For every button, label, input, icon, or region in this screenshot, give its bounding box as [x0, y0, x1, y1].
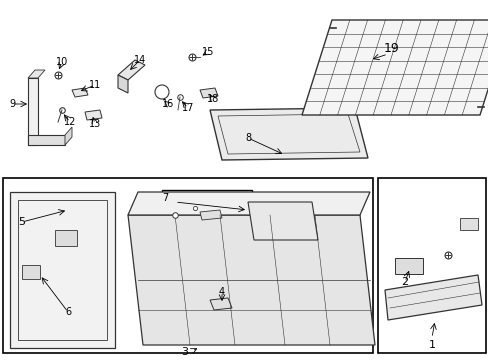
- Polygon shape: [302, 20, 488, 115]
- Text: 16: 16: [162, 99, 174, 109]
- Polygon shape: [72, 88, 88, 97]
- Text: 2: 2: [401, 277, 408, 287]
- Text: 18: 18: [206, 94, 219, 104]
- Text: 11: 11: [89, 80, 101, 90]
- Text: 15: 15: [202, 47, 214, 57]
- Polygon shape: [118, 75, 128, 93]
- Text: 8: 8: [244, 133, 250, 143]
- Polygon shape: [128, 215, 374, 345]
- Polygon shape: [28, 78, 38, 145]
- Bar: [394, 258, 422, 274]
- Text: 13: 13: [89, 119, 101, 129]
- Text: 5: 5: [19, 217, 25, 227]
- Text: 17: 17: [182, 103, 194, 113]
- Text: 6: 6: [65, 307, 71, 317]
- Bar: [162, 190, 251, 290]
- Polygon shape: [85, 110, 102, 120]
- Polygon shape: [200, 210, 222, 220]
- Bar: [55, 230, 77, 246]
- Text: 4: 4: [219, 287, 224, 297]
- Text: 1: 1: [427, 340, 435, 350]
- Polygon shape: [65, 127, 72, 145]
- Polygon shape: [384, 275, 481, 320]
- Text: 10: 10: [56, 57, 68, 67]
- Text: 19: 19: [384, 41, 399, 54]
- Text: 3: 3: [181, 347, 188, 357]
- Bar: [22, 265, 40, 279]
- Polygon shape: [28, 135, 65, 145]
- Polygon shape: [209, 108, 367, 160]
- Text: 12: 12: [63, 117, 76, 127]
- Bar: [377, 178, 485, 353]
- Bar: [3, 178, 372, 353]
- Text: 7: 7: [162, 193, 168, 203]
- Polygon shape: [200, 88, 218, 98]
- Text: 14: 14: [134, 55, 146, 65]
- Polygon shape: [10, 192, 115, 348]
- Text: 9: 9: [9, 99, 15, 109]
- Polygon shape: [28, 70, 45, 78]
- Polygon shape: [209, 298, 231, 310]
- Polygon shape: [247, 202, 317, 240]
- Bar: [459, 218, 477, 230]
- Polygon shape: [128, 192, 369, 215]
- Polygon shape: [118, 60, 145, 80]
